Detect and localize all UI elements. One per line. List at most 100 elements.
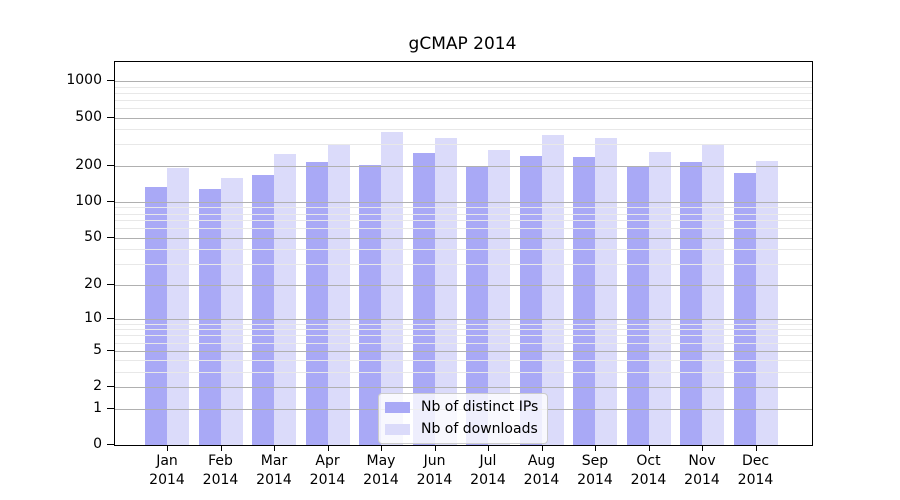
x-tick-month: Jan xyxy=(156,453,178,469)
bar-downloads xyxy=(595,137,617,445)
bar-distinct-ips xyxy=(573,156,595,445)
x-axis-tick-label: Aug 2014 xyxy=(507,452,577,490)
x-tick-month: Nov xyxy=(688,453,716,469)
x-tick-month: Sep xyxy=(581,453,609,469)
major-gridline xyxy=(115,201,812,203)
x-tick-month: May xyxy=(366,453,396,469)
bar-distinct-ips xyxy=(626,167,649,445)
x-axis-tick-label: Jul 2014 xyxy=(453,452,523,490)
x-axis-tick-mark xyxy=(595,445,596,451)
bar-distinct-ips xyxy=(733,172,756,445)
minor-gridline xyxy=(115,372,812,373)
y-axis-tick-label: 200 xyxy=(75,156,102,173)
x-tick-month: Oct xyxy=(636,453,661,469)
x-tick-month: Feb xyxy=(208,453,233,469)
minor-gridline xyxy=(115,207,812,209)
x-axis-tick-label: Nov 2014 xyxy=(667,452,737,490)
y-axis-tick-mark xyxy=(107,200,114,202)
y-axis-tick-mark xyxy=(107,164,114,166)
major-gridline xyxy=(115,318,812,320)
bar-distinct-ips xyxy=(145,186,167,445)
minor-gridline xyxy=(115,360,812,362)
y-axis-tick-mark xyxy=(107,349,114,351)
x-tick-year: 2014 xyxy=(416,472,453,488)
x-tick-year: 2014 xyxy=(149,472,185,488)
bar-distinct-ips xyxy=(252,174,274,445)
minor-gridline xyxy=(115,92,812,94)
x-axis-tick-mark xyxy=(274,445,275,451)
bar-downloads xyxy=(327,144,350,445)
legend-label-distinct-ips: Nb of distinct IPs xyxy=(421,399,539,415)
x-tick-month: Jul xyxy=(479,453,497,469)
x-axis-tick-mark xyxy=(167,445,168,451)
y-axis-tick-label: 2 xyxy=(93,378,102,395)
minor-gridline xyxy=(115,342,812,344)
bar-downloads xyxy=(755,160,778,445)
bar-distinct-ips xyxy=(198,189,221,445)
x-tick-year: 2014 xyxy=(577,472,613,488)
major-gridline xyxy=(115,387,812,389)
x-axis-tick-mark xyxy=(755,445,757,451)
bar-distinct-ips xyxy=(305,162,328,445)
x-tick-year: 2014 xyxy=(256,472,292,488)
minor-gridline xyxy=(115,86,812,88)
minor-gridline xyxy=(115,220,812,222)
x-axis-tick-mark xyxy=(327,445,329,451)
bar-downloads xyxy=(274,153,296,445)
x-tick-year: 2014 xyxy=(630,472,667,488)
bar-distinct-ips xyxy=(680,161,702,445)
x-axis-tick-mark xyxy=(648,445,650,451)
minor-gridline xyxy=(115,107,812,109)
x-tick-month: Dec xyxy=(741,453,770,469)
minor-gridline xyxy=(115,335,812,337)
bar-distinct-ips xyxy=(466,167,488,445)
bar-downloads xyxy=(220,178,243,445)
major-gridline xyxy=(115,350,812,352)
x-tick-month: Aug xyxy=(527,453,556,469)
legend: Nb of distinct IPs Nb of downloads xyxy=(378,393,549,444)
major-gridline xyxy=(115,165,812,167)
y-axis-tick-label: 1 xyxy=(93,399,102,416)
chart-title: gCMAP 2014 xyxy=(408,34,517,54)
x-axis-tick-mark xyxy=(434,445,436,451)
minor-gridline xyxy=(115,99,812,101)
legend-swatch-downloads xyxy=(385,424,410,435)
minor-gridline xyxy=(115,213,812,215)
x-tick-month: Mar xyxy=(260,453,288,469)
minor-gridline xyxy=(115,144,812,146)
major-gridline xyxy=(115,284,812,286)
y-axis-tick-mark xyxy=(107,407,114,409)
x-axis-tick-mark xyxy=(220,445,222,451)
major-gridline xyxy=(115,81,812,82)
y-axis-tick-label: 500 xyxy=(75,108,102,125)
y-axis-tick-mark xyxy=(107,444,114,445)
y-axis-tick-mark xyxy=(107,80,114,81)
y-axis-tick-label: 10 xyxy=(84,309,102,326)
y-axis-tick-mark xyxy=(107,386,114,388)
x-axis-tick-mark xyxy=(488,445,489,451)
minor-gridline xyxy=(115,249,812,251)
minor-gridline xyxy=(115,329,812,331)
x-axis-tick-label: Feb 2014 xyxy=(186,452,256,490)
x-axis-tick-label: Oct 2014 xyxy=(614,452,684,490)
y-axis-tick-label: 20 xyxy=(84,275,102,292)
x-tick-year: 2014 xyxy=(202,472,239,488)
x-axis-tick-mark xyxy=(541,445,543,451)
bar-downloads xyxy=(381,132,403,445)
major-gridline xyxy=(115,237,812,239)
bar-distinct-ips xyxy=(412,152,435,445)
legend-swatch-distinct-ips xyxy=(385,402,410,413)
x-axis-tick-label: Apr 2014 xyxy=(293,452,363,490)
bar-downloads xyxy=(702,143,724,445)
legend-label-downloads: Nb of downloads xyxy=(421,421,538,437)
bar-downloads xyxy=(167,168,189,445)
y-axis-tick-label: 0 xyxy=(93,436,102,452)
minor-gridline xyxy=(115,323,812,325)
y-axis-tick-mark xyxy=(107,283,114,285)
x-tick-year: 2014 xyxy=(523,472,560,488)
bar-downloads xyxy=(488,150,510,445)
y-axis-tick-mark xyxy=(107,236,114,238)
minor-gridline xyxy=(115,264,812,266)
x-tick-year: 2014 xyxy=(470,472,506,488)
x-axis-tick-label: Jun 2014 xyxy=(400,452,470,490)
